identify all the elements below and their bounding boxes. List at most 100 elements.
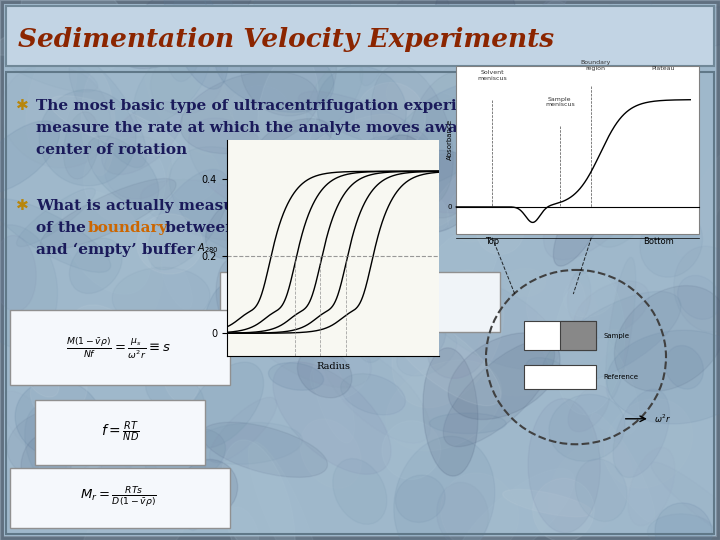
Ellipse shape — [678, 275, 720, 319]
Ellipse shape — [24, 406, 68, 483]
Ellipse shape — [568, 386, 609, 431]
Ellipse shape — [17, 188, 95, 247]
Ellipse shape — [169, 147, 301, 255]
Ellipse shape — [148, 170, 229, 270]
Bar — [456, 66, 699, 234]
Ellipse shape — [216, 258, 257, 334]
Ellipse shape — [161, 254, 192, 309]
X-axis label: Radius: Radius — [316, 362, 350, 371]
Ellipse shape — [665, 346, 703, 389]
Ellipse shape — [449, 333, 560, 420]
Text: Boundary
region: Boundary region — [580, 60, 611, 71]
Ellipse shape — [26, 36, 77, 151]
Ellipse shape — [526, 357, 570, 386]
Ellipse shape — [355, 83, 426, 153]
Ellipse shape — [39, 90, 136, 186]
Text: Sample: Sample — [603, 333, 629, 339]
Ellipse shape — [27, 365, 59, 397]
Ellipse shape — [585, 109, 670, 247]
Text: $\omega^2 r$: $\omega^2 r$ — [654, 413, 672, 425]
Ellipse shape — [203, 0, 235, 25]
Ellipse shape — [495, 0, 570, 80]
Ellipse shape — [270, 282, 343, 358]
Text: center of rotation: center of rotation — [36, 143, 187, 157]
Ellipse shape — [441, 473, 518, 540]
Text: Sedimentation Velocity Experiments: Sedimentation Velocity Experiments — [18, 28, 554, 52]
Ellipse shape — [533, 478, 594, 540]
Ellipse shape — [186, 362, 264, 448]
Ellipse shape — [215, 32, 334, 112]
Text: The most basic type of ultracentrifugation experiment is to: The most basic type of ultracentrifugati… — [36, 99, 543, 113]
Ellipse shape — [392, 270, 504, 408]
Ellipse shape — [554, 171, 613, 266]
Text: $f = \frac{RT}{ND}$: $f = \frac{RT}{ND}$ — [101, 420, 140, 444]
Ellipse shape — [429, 413, 506, 434]
Ellipse shape — [256, 119, 332, 166]
Ellipse shape — [341, 199, 419, 271]
Ellipse shape — [426, 158, 493, 228]
Ellipse shape — [426, 71, 536, 106]
Ellipse shape — [305, 148, 369, 262]
Ellipse shape — [542, 1, 576, 46]
Ellipse shape — [640, 208, 703, 277]
Ellipse shape — [81, 71, 115, 176]
Ellipse shape — [544, 132, 661, 260]
Text: $\frac{M(1-\bar{v}\rho)}{Nf} = \frac{\mu_s}{\omega^2 r} \equiv s$: $\frac{M(1-\bar{v}\rho)}{Nf} = \frac{\mu… — [66, 335, 171, 361]
Ellipse shape — [613, 389, 670, 477]
Ellipse shape — [269, 363, 323, 390]
Bar — [220, 272, 500, 332]
Ellipse shape — [84, 138, 166, 224]
Ellipse shape — [395, 475, 445, 522]
Text: $M_r = \frac{RTs}{D(1-\bar{v}\rho)}$: $M_r = \frac{RTs}{D(1-\bar{v}\rho)}$ — [79, 484, 156, 509]
Ellipse shape — [606, 258, 636, 399]
Ellipse shape — [523, 74, 603, 148]
Ellipse shape — [581, 29, 636, 84]
Ellipse shape — [557, 82, 672, 166]
Ellipse shape — [333, 458, 387, 524]
Ellipse shape — [38, 448, 143, 525]
Ellipse shape — [181, 460, 238, 516]
Ellipse shape — [248, 442, 320, 540]
Ellipse shape — [444, 340, 554, 447]
Ellipse shape — [501, 116, 591, 193]
Ellipse shape — [542, 292, 681, 386]
Text: What is actually measured is the movement: What is actually measured is the movemen… — [36, 199, 410, 213]
Text: $\frac{\delta c}{\delta t} = \frac{1}{r}\frac{\delta}{\delta r}\left[rD\frac{\de: $\frac{\delta c}{\delta t} = \frac{1}{r}… — [294, 292, 426, 313]
Ellipse shape — [390, 150, 480, 233]
Ellipse shape — [585, 71, 631, 106]
Ellipse shape — [614, 7, 720, 53]
Ellipse shape — [69, 238, 122, 294]
Bar — [523, 321, 596, 350]
Ellipse shape — [239, 294, 372, 388]
Ellipse shape — [258, 52, 318, 167]
Bar — [6, 72, 714, 534]
Text: measure the rate at which the analyte moves away from the: measure the rate at which the analyte mo… — [36, 121, 546, 135]
Ellipse shape — [112, 267, 210, 327]
Bar — [6, 6, 714, 66]
Ellipse shape — [230, 507, 258, 540]
Ellipse shape — [590, 414, 655, 522]
Text: Top: Top — [485, 238, 500, 246]
Ellipse shape — [456, 469, 575, 540]
Ellipse shape — [102, 102, 182, 174]
Ellipse shape — [647, 514, 714, 540]
Ellipse shape — [380, 135, 426, 179]
Ellipse shape — [118, 0, 255, 69]
Ellipse shape — [382, 421, 441, 480]
Ellipse shape — [221, 440, 295, 540]
Ellipse shape — [81, 471, 195, 540]
Bar — [560, 321, 596, 350]
Text: Plateau: Plateau — [652, 66, 675, 71]
Ellipse shape — [631, 188, 663, 223]
Ellipse shape — [30, 363, 87, 417]
Ellipse shape — [655, 503, 712, 540]
Text: and ‘empty’ buffer: and ‘empty’ buffer — [36, 243, 194, 257]
Ellipse shape — [0, 225, 58, 348]
Ellipse shape — [614, 286, 720, 392]
Text: Solvent
meniscus: Solvent meniscus — [477, 70, 507, 80]
Ellipse shape — [283, 177, 331, 231]
Ellipse shape — [553, 273, 625, 415]
Text: Bottom: Bottom — [644, 238, 674, 246]
Ellipse shape — [537, 300, 639, 436]
Ellipse shape — [611, 43, 688, 157]
